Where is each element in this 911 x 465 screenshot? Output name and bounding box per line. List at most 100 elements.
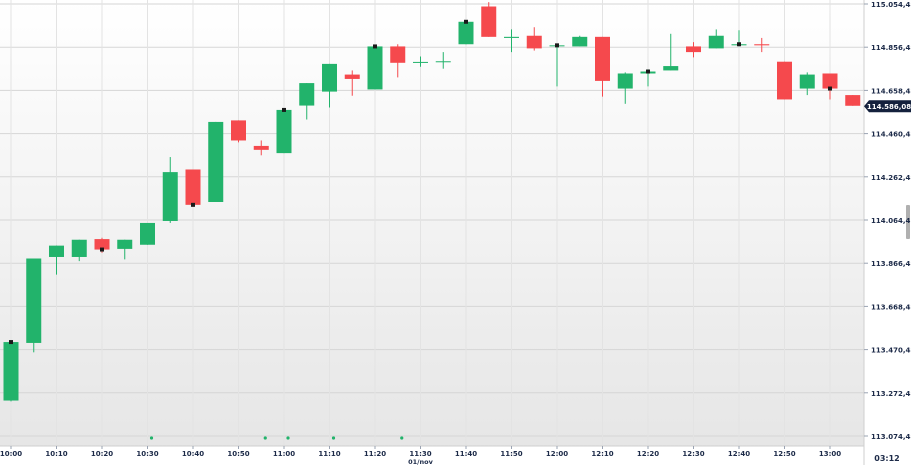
candle-bearish[interactable]: [777, 61, 792, 100]
candle-bullish[interactable]: [799, 72, 815, 96]
y-tick-label: 113.668,48: [871, 303, 911, 311]
candle-body: [26, 258, 42, 343]
candle-body: [526, 35, 542, 49]
candle-bullish[interactable]: [299, 83, 315, 120]
candle-bullish[interactable]: [208, 121, 224, 202]
candle-bullish[interactable]: [140, 222, 155, 245]
x-tick-label: 11:00: [273, 450, 295, 458]
candle-body: [208, 121, 224, 202]
y-tick-label: 113.470,48: [871, 347, 911, 355]
x-tick-label: 12:00: [546, 450, 568, 458]
candle-bearish[interactable]: [822, 73, 838, 100]
candle-bullish[interactable]: [435, 52, 451, 69]
candle-bearish[interactable]: [481, 2, 497, 37]
candle-bullish[interactable]: [367, 46, 383, 90]
candle-bearish[interactable]: [185, 169, 201, 207]
candle-bearish[interactable]: [526, 27, 542, 51]
candle-body: [435, 61, 451, 63]
candle-bullish[interactable]: [413, 56, 428, 67]
candle-bullish[interactable]: [276, 109, 292, 154]
candle-bullish[interactable]: [708, 29, 724, 49]
x-tick-label: 11:20: [364, 450, 386, 458]
x-tick-label: 12:20: [637, 450, 659, 458]
candle-body: [481, 6, 497, 37]
candle-bullish[interactable]: [49, 245, 64, 275]
candle-body: [822, 73, 838, 89]
price-marker-dot: [282, 107, 286, 112]
candle-body: [390, 46, 406, 63]
candle-body: [162, 172, 178, 221]
candle-body: [617, 73, 633, 89]
x-tick-label: 13:00: [819, 450, 841, 458]
x-tick-label: 12:40: [728, 450, 750, 458]
candle-body: [572, 36, 588, 47]
price-marker-dot: [100, 247, 104, 252]
candle-bullish[interactable]: [71, 239, 87, 262]
candle-bullish[interactable]: [663, 33, 679, 71]
candle-body: [276, 109, 292, 154]
candle-bullish[interactable]: [458, 21, 474, 45]
price-marker-dot: [191, 202, 195, 207]
candle-body: [663, 66, 679, 71]
candle-bearish[interactable]: [231, 120, 246, 143]
candle-body: [71, 239, 87, 257]
candle-bullish[interactable]: [26, 258, 42, 353]
y-tick-label: 114.460,48: [871, 131, 911, 139]
event-dot[interactable]: [149, 436, 154, 440]
price-marker-dot: [737, 42, 741, 47]
candle-body: [3, 342, 19, 401]
candle-bearish[interactable]: [253, 140, 269, 156]
candle-bearish[interactable]: [845, 95, 861, 106]
candle-body: [185, 169, 201, 205]
plot-area: [0, 0, 864, 446]
price-marker-dot: [646, 69, 650, 74]
x-tick-label: 10:20: [91, 450, 113, 458]
y-tick-label: 114.856,48: [871, 44, 911, 52]
candle-bullish[interactable]: [504, 29, 519, 53]
candle-bearish[interactable]: [344, 70, 360, 96]
candle-body: [845, 95, 861, 106]
candle-body: [322, 63, 337, 92]
price-axis-panel[interactable]: [864, 0, 911, 446]
x-tick-label: 11:40: [455, 450, 477, 458]
event-dot[interactable]: [263, 436, 267, 440]
y-tick-label: 115.054,48: [871, 1, 911, 9]
candle-body: [708, 35, 724, 49]
price-marker-dot: [464, 19, 468, 24]
x-tick-label: 10:50: [227, 450, 249, 458]
candle-bearish[interactable]: [754, 37, 770, 53]
time-axis-panel[interactable]: [0, 446, 911, 465]
x-tick-label: 10:30: [136, 450, 158, 458]
price-marker-dot: [373, 44, 377, 49]
scrollbar-handle[interactable]: [906, 205, 910, 239]
current-price-label: 114.586,08: [867, 103, 911, 111]
candle-body: [413, 61, 428, 63]
candle-body: [504, 36, 519, 38]
date-label: 01/nov: [408, 458, 434, 465]
candle-bearish[interactable]: [686, 42, 701, 58]
price-marker-dot: [9, 340, 13, 345]
candle-bearish[interactable]: [390, 44, 406, 78]
event-dot[interactable]: [400, 436, 404, 440]
candle-body: [299, 83, 315, 106]
candle-body: [344, 74, 360, 79]
candle-bullish[interactable]: [572, 35, 588, 47]
candle-body: [253, 145, 269, 150]
candle-bullish[interactable]: [322, 63, 337, 108]
candle-bullish[interactable]: [162, 157, 178, 223]
event-dot[interactable]: [331, 436, 336, 440]
event-dot[interactable]: [286, 436, 290, 440]
candle-bearish[interactable]: [595, 36, 610, 97]
candle-body: [799, 74, 815, 89]
x-tick-label: 12:30: [682, 450, 704, 458]
candle-body: [595, 36, 610, 81]
x-tick-label: 11:10: [318, 450, 340, 458]
candle-bullish[interactable]: [3, 342, 19, 402]
candle-body: [754, 44, 770, 46]
candle-bullish[interactable]: [117, 239, 133, 260]
candle-body: [49, 245, 64, 257]
candle-bullish[interactable]: [617, 72, 633, 104]
candle-body: [140, 222, 155, 245]
candle-body: [117, 239, 133, 249]
